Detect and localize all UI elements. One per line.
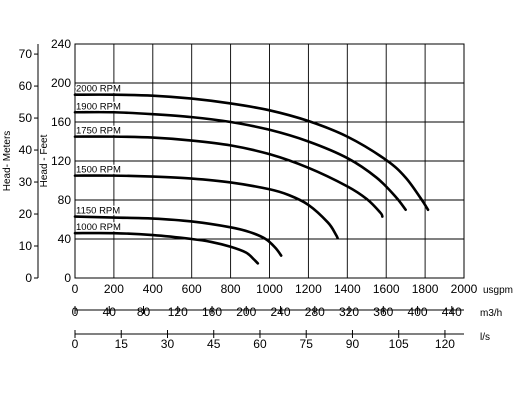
secondary-tick-label: 240 — [271, 305, 291, 319]
secondary-tick-label: 90 — [346, 337, 360, 351]
y-feet-tick-label: 40 — [58, 232, 72, 246]
secondary-tick-label: 360 — [373, 305, 393, 319]
x-tick-label: 2000 — [451, 282, 478, 296]
y-feet-tick-label: 80 — [58, 193, 72, 207]
secondary-tick-label: 120 — [168, 305, 188, 319]
secondary-tick-label: 160 — [202, 305, 222, 319]
axes-layer: 0 200 400 600 800 1000 1200 1400 1600 1800 2000 usg… — [2, 37, 513, 351]
secondary-tick-label: 105 — [389, 337, 409, 351]
secondary-tick-label: 30 — [161, 337, 175, 351]
secondary-tick-label: 120 — [435, 337, 455, 351]
y-feet-tick-label: 160 — [51, 115, 71, 129]
curve-label: 1750 RPM — [76, 126, 121, 137]
secondary-tick-label: 280 — [305, 305, 325, 319]
series-layer: 2000 RPM 1900 RPM 1750 RPM 1500 RPM 1150 RPM… — [73, 82, 430, 265]
secondary-tick-label: 75 — [300, 337, 314, 351]
curve-label: 1150 RPM — [76, 206, 120, 217]
x-tick-label: 1800 — [412, 282, 439, 296]
y-meters-tick-label: 50 — [19, 111, 33, 125]
x-tick-label: 1000 — [256, 282, 283, 296]
y-feet-title: Head - Feet — [39, 134, 50, 187]
y-meters-tick-label: 70 — [19, 47, 33, 61]
secondary-unit-label: m3/h — [480, 308, 502, 319]
x-unit-label: usgpm — [483, 285, 513, 296]
curve-label: 1000 RPM — [76, 222, 121, 233]
curve-1500-rpm — [73, 174, 339, 240]
y-feet-tick-label: 120 — [51, 154, 71, 168]
x-tick-label: 400 — [143, 282, 163, 296]
curve-1900-rpm — [73, 110, 407, 212]
secondary-tick-label: 200 — [236, 305, 256, 319]
curve-1150-rpm — [73, 215, 283, 257]
secondary-tick-label: 0 — [72, 305, 79, 319]
y-feet-tick-label: 200 — [51, 76, 71, 90]
y-meters-tick-label: 0 — [25, 271, 32, 285]
secondary-tick-label: 0 — [72, 337, 79, 351]
y-meters-tick-label: 20 — [19, 207, 33, 221]
x-tick-label: 600 — [182, 282, 202, 296]
plot-frame — [74, 43, 465, 279]
x-tick-label: 0 — [72, 282, 79, 296]
secondary-tick-label: 45 — [207, 337, 221, 351]
secondary-tick-label: 40 — [103, 305, 117, 319]
x-tick-label: 1200 — [295, 282, 322, 296]
x-tick-label: 1400 — [334, 282, 361, 296]
secondary-tick-label: 320 — [339, 305, 359, 319]
y-feet-tick-label: 240 — [51, 37, 71, 51]
secondary-tick-label: 440 — [442, 305, 462, 319]
curve-label: 1500 RPM — [76, 165, 121, 176]
y-meters-tick-label: 40 — [19, 143, 33, 157]
secondary-tick-label: 80 — [137, 305, 151, 319]
curve-1750-rpm — [73, 135, 384, 218]
curve-1000-rpm — [73, 231, 260, 265]
secondary-unit-label: l/s — [480, 332, 490, 343]
curve-label: 1900 RPM — [76, 101, 121, 112]
curve-2000-rpm — [73, 93, 430, 212]
y-meters-tick-label: 10 — [19, 239, 33, 253]
secondary-tick-label: 15 — [115, 337, 129, 351]
y-meters-title: Head- Meters — [2, 131, 13, 192]
curve-label: 2000 RPM — [76, 84, 121, 95]
x-tick-label: 1600 — [373, 282, 400, 296]
y-meters-tick-label: 60 — [19, 79, 33, 93]
y-feet-tick-label: 0 — [64, 271, 71, 285]
x-tick-label: 800 — [221, 282, 241, 296]
y-meters-tick-label: 30 — [19, 175, 33, 189]
secondary-tick-label: 400 — [408, 305, 428, 319]
x-tick-label: 200 — [104, 282, 124, 296]
secondary-tick-label: 60 — [253, 337, 267, 351]
